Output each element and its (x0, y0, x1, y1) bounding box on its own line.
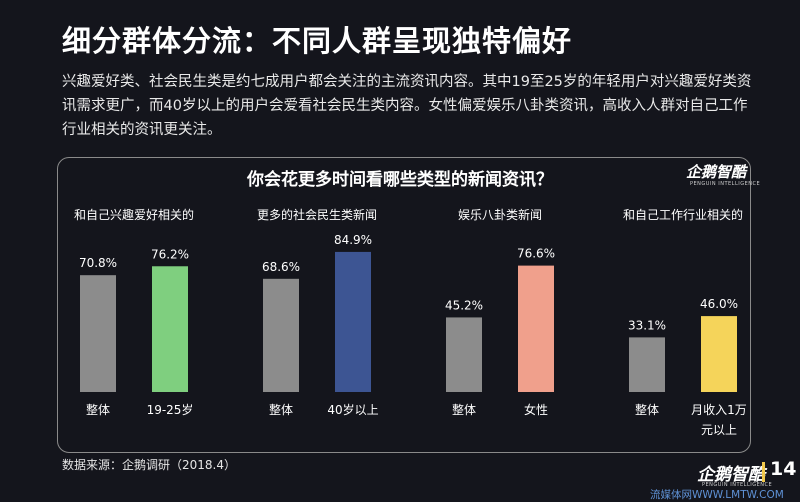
category-label: 整体 (269, 402, 293, 417)
bar (629, 337, 665, 392)
category-label: 40岁以上 (327, 402, 378, 417)
group-label: 和自己工作行业相关的 (623, 207, 743, 222)
group-label: 和自己兴趣爱好相关的 (74, 207, 194, 222)
footer-logo: 企鹅智酷 (697, 465, 765, 485)
bar (518, 265, 554, 392)
data-label: 76.2% (151, 247, 189, 261)
page-number: 14 (770, 458, 797, 480)
bar (701, 316, 737, 392)
page-divider (762, 462, 765, 482)
chart-title: 你会花更多时间看哪些类型的新闻资讯？ (247, 170, 553, 190)
chart-panel (57, 157, 751, 453)
panel-logo: 企鹅智酷 (686, 163, 747, 181)
data-label: 76.6% (517, 247, 555, 261)
data-label: 68.6% (262, 260, 300, 274)
page-title: 细分群体分流：不同人群呈现独特偏好 (62, 24, 573, 58)
bar (446, 317, 482, 392)
bar (80, 275, 116, 392)
category-label: 月收入1万元以上 (691, 403, 747, 437)
footer-logo-subtext: PENGUIN INTELLIGENCE (702, 482, 773, 488)
bar (263, 278, 299, 392)
data-source: 数据来源：企鹅调研（2018.4） (62, 458, 236, 472)
category-label: 整体 (452, 402, 476, 417)
bar (335, 251, 371, 392)
data-label: 70.8% (79, 256, 117, 270)
category-label: 19-25岁 (147, 402, 194, 417)
category-label: 整体 (86, 402, 110, 417)
data-label: 45.2% (445, 298, 483, 312)
data-label: 33.1% (628, 318, 666, 332)
data-label: 46.0% (700, 297, 738, 311)
group-label: 娱乐八卦类新闻 (458, 207, 542, 222)
category-label: 整体 (635, 402, 659, 417)
bar (152, 266, 188, 392)
description-text: 兴趣爱好类、社会民生类是约七成用户都会关注的主流资讯内容。其中19至25岁的年轻… (62, 74, 752, 138)
watermark: 流媒体网WWW.LMTW.COM (650, 489, 784, 501)
panel-logo-subtext: PENGUIN INTELLIGENCE (690, 181, 761, 187)
category-label: 女性 (524, 402, 548, 417)
group-label: 更多的社会民生类新闻 (257, 207, 377, 222)
data-label: 84.9% (334, 233, 372, 247)
